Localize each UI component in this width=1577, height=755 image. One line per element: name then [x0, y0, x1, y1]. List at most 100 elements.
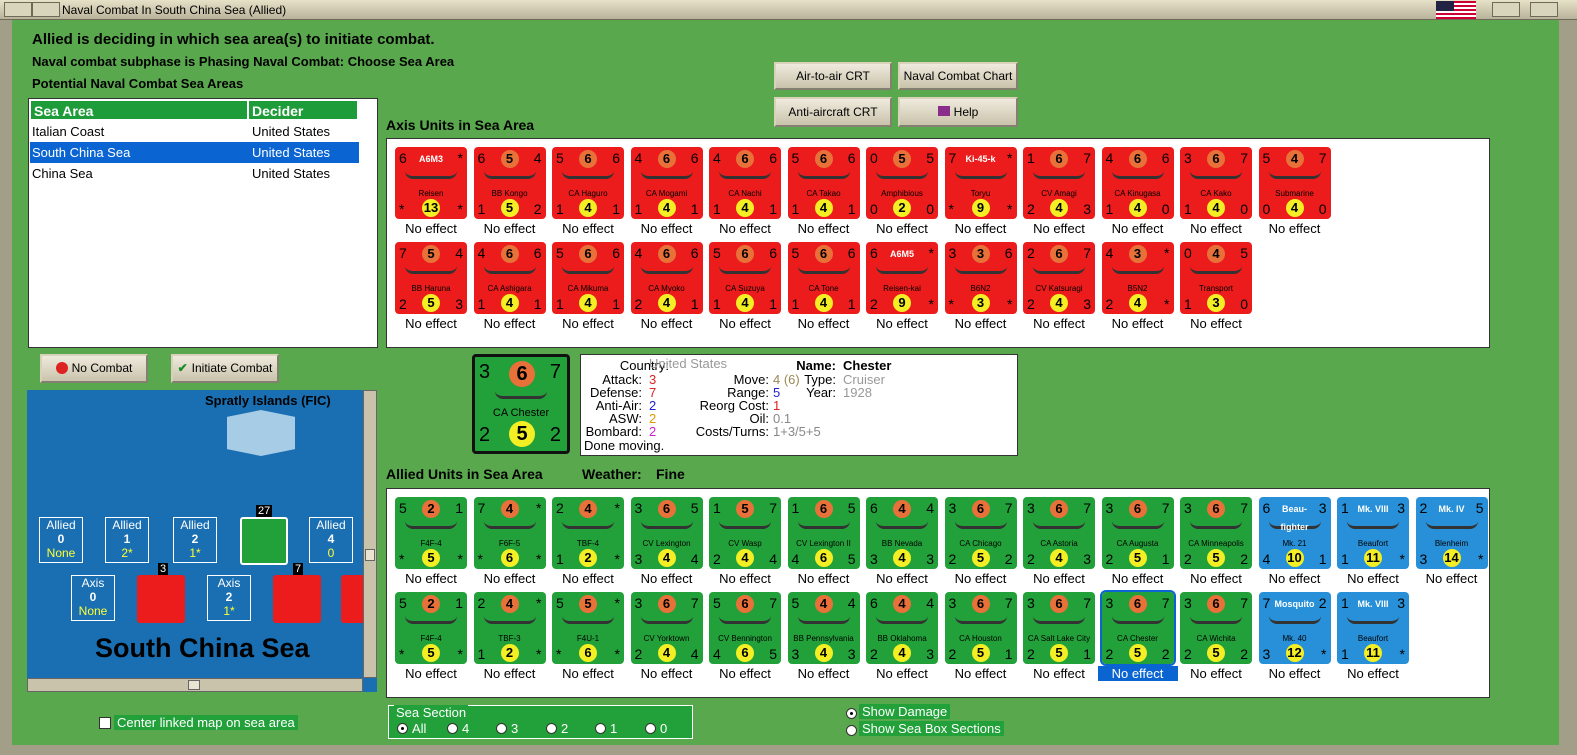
unit-asw: 1 — [690, 201, 699, 217]
unit-counter[interactable]: 7 4 * F6F-5 * 6 * — [473, 497, 546, 569]
unit-counter[interactable]: 2 6 7 CV Katsuragi 2 4 3 — [1023, 242, 1095, 314]
unit-counter[interactable]: 3 6 7 CA Astoria 2 4 3 — [1023, 497, 1095, 569]
unit-counter[interactable]: 4 6 6 CA Mogami 1 4 1 — [630, 147, 703, 219]
unit-silhouette-icon — [954, 521, 1007, 529]
table-row[interactable]: Italian Coast United States — [30, 121, 359, 142]
system-menu-button[interactable] — [4, 2, 32, 17]
unit-counter[interactable]: 2 4 * TBF-4 1 2 * — [552, 497, 624, 569]
center-map-checkbox[interactable] — [99, 717, 111, 729]
unit-counter[interactable]: 6 Beau-fighter 3 Mk. 21 4 10 1 — [1258, 497, 1331, 569]
unit-name: CA Chester — [1117, 634, 1158, 643]
radio-2[interactable] — [546, 723, 557, 734]
unit-name: CV Katsuragi — [1035, 284, 1083, 293]
unit-counter[interactable]: 6 4 4 BB Oklahoma 2 4 3 — [866, 592, 938, 664]
unit-counter[interactable]: 3 6 7 CA Chicago 2 5 2 — [944, 497, 1017, 569]
unit-defense: 5 — [736, 500, 754, 518]
sea-area-minimap[interactable]: Spratly Islands (FIC) Allied 0 None Alli… — [27, 390, 377, 692]
show-damage-radio[interactable] — [846, 708, 857, 719]
unit-defense: 6 — [500, 245, 519, 263]
vertical-scrollbar[interactable] — [363, 390, 377, 678]
axis-box[interactable]: Axis 2 1* — [207, 575, 251, 621]
table-row-selected[interactable]: South China Sea United States — [30, 142, 359, 163]
unit-counter[interactable]: 5 4 7 Submarine 0 4 0 — [1258, 147, 1331, 219]
unit-counter[interactable]: 0 4 5 Transport 1 3 0 — [1180, 242, 1252, 314]
show-sections-radio[interactable] — [846, 725, 857, 736]
scrollbar-thumb[interactable] — [188, 680, 200, 690]
radio-all[interactable] — [397, 723, 408, 734]
unit-counter[interactable]: 5 6 6 CA Suzuya 1 4 1 — [709, 242, 781, 314]
unit-defense: 6 — [736, 595, 754, 613]
help-button[interactable]: Help — [898, 97, 1018, 127]
unit-counter[interactable]: 1 6 7 CV Amagi 2 4 3 — [1023, 147, 1095, 219]
allied-box[interactable]: Allied 0 None — [39, 517, 83, 563]
unit-counter[interactable]: 5 6 6 CA Takao 1 4 1 — [787, 147, 860, 219]
radio-3[interactable] — [496, 723, 507, 734]
map-unit-stack[interactable] — [240, 517, 288, 565]
unit-counter[interactable]: 6 5 4 BB Kongo 1 5 2 — [473, 147, 546, 219]
initiate-combat-button[interactable]: ✔ Initiate Combat — [171, 354, 279, 383]
radio-1[interactable] — [595, 723, 606, 734]
unit-counter[interactable]: 0 5 5 Amphibious 0 2 0 — [866, 147, 938, 219]
unit-counter[interactable]: 3 6 7 CA Augusta 2 5 1 — [1101, 497, 1174, 569]
restore-button[interactable] — [1492, 2, 1520, 17]
unit-counter[interactable]: 4 6 6 CA Myoko 2 4 1 — [630, 242, 703, 314]
minimize-button[interactable] — [32, 2, 60, 17]
axis-box[interactable]: Axis 0 None — [71, 575, 115, 621]
unit-counter[interactable]: 6 4 4 BB Nevada 3 4 3 — [866, 497, 938, 569]
unit-counter[interactable]: 7 Ki-45-k * Toryu * 9 * — [944, 147, 1017, 219]
unit-counter[interactable]: 2 Mk. IV 5 Blenheim 3 14 * — [1415, 497, 1488, 569]
unit-counter[interactable]: 5 6 6 CA Mikuma 1 4 1 — [552, 242, 624, 314]
anti-aircraft-crt-button[interactable]: Anti-aircraft CRT — [774, 97, 892, 127]
map-unit-stack[interactable] — [137, 575, 185, 623]
unit-move: 7 — [1161, 500, 1170, 516]
allied-box[interactable]: Allied 4 0 — [309, 517, 353, 563]
close-button[interactable] — [1530, 2, 1558, 17]
unit-counter[interactable]: 3 3 6 B6N2 * 3 * — [944, 242, 1017, 314]
unit-counter[interactable]: 1 Mk. VIII 3 Beaufort 1 11 * — [1337, 592, 1409, 664]
unit-counter[interactable]: 5 2 1 F4F-4 * 5 * — [395, 592, 467, 664]
unit-counter[interactable]: 3 6 7 CA Chester 2 5 2 — [1099, 590, 1176, 666]
map-unit-stack[interactable] — [273, 575, 321, 623]
table-row[interactable]: China Sea United States — [30, 163, 359, 184]
horizontal-scrollbar[interactable] — [27, 678, 363, 692]
unit-counter[interactable]: 3 6 7 CA Houston 2 5 1 — [944, 592, 1017, 664]
unit-counter[interactable]: 4 6 6 CA Kinugasa 1 4 0 — [1101, 147, 1174, 219]
unit-counter[interactable]: 3 6 7 CA Kako 1 4 0 — [1180, 147, 1252, 219]
unit-counter[interactable]: 5 4 4 BB Pennsylvania 3 4 3 — [787, 592, 860, 664]
unit-counter[interactable]: 7 5 4 BB Haruna 2 5 3 — [395, 242, 467, 314]
allied-box[interactable]: Allied 1 2* — [105, 517, 149, 563]
scrollbar-thumb[interactable] — [365, 549, 375, 561]
unit-name: CA Tone — [808, 284, 839, 293]
unit-counter[interactable]: 3 6 7 CA Wichita 2 5 2 — [1180, 592, 1252, 664]
unit-counter[interactable]: 5 6 6 CA Tone 1 4 1 — [787, 242, 860, 314]
unit-counter[interactable]: 7 Mosquito 2 Mk. 40 3 12 * — [1258, 592, 1331, 664]
no-combat-button[interactable]: No Combat — [40, 354, 148, 383]
unit-counter[interactable]: 6 A6M5 * Reisen-kai 2 9 * — [866, 242, 938, 314]
air-to-air-crt-button[interactable]: Air-to-air CRT — [774, 62, 892, 90]
unit-counter[interactable]: 5 5 * F4U-1 * 6 * — [552, 592, 624, 664]
unit-silhouette-icon — [483, 616, 536, 624]
allied-box[interactable]: Allied 2 1* — [173, 517, 217, 563]
unit-counter[interactable]: 1 6 5 CV Lexington II 4 6 5 — [787, 497, 860, 569]
radio-0[interactable] — [645, 723, 656, 734]
unit-counter[interactable]: 4 6 6 CA Nachi 1 4 1 — [709, 147, 781, 219]
unit-counter[interactable]: 2 4 * TBF-3 1 2 * — [473, 592, 546, 664]
unit-counter[interactable]: 5 6 6 CA Haguro 1 4 1 — [552, 147, 624, 219]
radio-4[interactable] — [447, 723, 458, 734]
unit-range: 4 — [814, 199, 833, 217]
map-unit-stack[interactable] — [341, 575, 363, 623]
unit-counter[interactable]: 1 Mk. VIII 3 Beaufort 1 11 * — [1337, 497, 1409, 569]
unit-counter[interactable]: 5 6 7 CV Bennington 4 6 5 — [709, 592, 781, 664]
unit-counter[interactable]: 3 6 7 CV Yorktown 2 4 4 — [630, 592, 703, 664]
naval-combat-chart-button[interactable]: Naval Combat Chart — [898, 62, 1018, 90]
unit-attack: 3 — [1105, 595, 1114, 611]
unit-counter[interactable]: 3 6 7 CA Minneapolis 2 5 2 — [1180, 497, 1252, 569]
unit-counter[interactable]: 3 6 5 CV Lexington 3 4 4 — [630, 497, 703, 569]
unit-counter[interactable]: 1 5 7 CV Wasp 2 4 4 — [709, 497, 781, 569]
defense-value: 7 — [649, 385, 657, 400]
unit-counter[interactable]: 4 3 * B5N2 2 4 * — [1101, 242, 1174, 314]
unit-counter[interactable]: 4 6 6 CA Ashigara 1 4 1 — [473, 242, 546, 314]
unit-counter[interactable]: 6 A6M3 * Reisen * 13 * — [395, 147, 467, 219]
unit-counter[interactable]: 5 2 1 F4F-4 * 5 * — [395, 497, 467, 569]
unit-counter[interactable]: 3 6 7 CA Salt Lake City 2 5 1 — [1023, 592, 1095, 664]
